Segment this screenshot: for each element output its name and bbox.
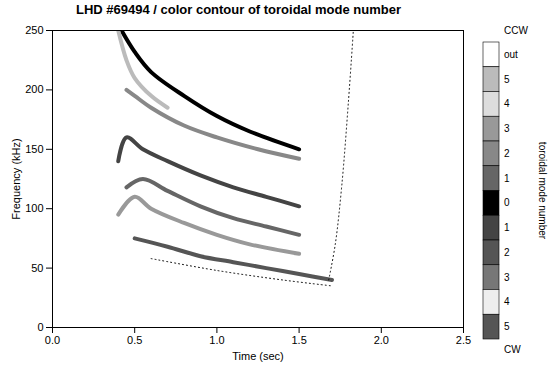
svg-text:1.5: 1.5 [291,334,306,346]
svg-text:5: 5 [504,321,510,332]
svg-text:0.0: 0.0 [45,334,60,346]
svg-text:toroidal mode number: toroidal mode number [537,142,548,240]
svg-text:Frequency (kHz): Frequency (kHz) [10,138,22,219]
svg-text:150: 150 [25,143,43,155]
svg-text:50: 50 [31,262,43,274]
svg-text:2.0: 2.0 [374,334,389,346]
svg-text:1: 1 [504,173,510,184]
svg-text:1: 1 [504,222,510,233]
svg-text:4: 4 [504,296,510,307]
svg-text:CW: CW [504,344,521,355]
svg-text:0: 0 [37,321,43,333]
svg-text:5: 5 [504,74,510,85]
svg-text:3: 3 [504,123,510,134]
svg-text:100: 100 [25,202,43,214]
svg-text:1.0: 1.0 [209,334,224,346]
svg-text:200: 200 [25,83,43,95]
svg-text:3: 3 [504,272,510,283]
svg-text:250: 250 [25,24,43,36]
svg-text:2: 2 [504,247,510,258]
svg-text:Time (sec): Time (sec) [232,350,284,362]
svg-text:4: 4 [504,98,510,109]
svg-text:0: 0 [504,197,510,208]
svg-text:2.5: 2.5 [456,334,471,346]
svg-text:out: out [504,49,518,60]
html-text:LHD #69494 / color contour of: LHD #69494 / color contour of toroidal m… [76,2,401,17]
svg-text:2: 2 [504,148,510,159]
svg-text:CCW: CCW [504,25,528,36]
svg-text:0.5: 0.5 [127,334,142,346]
